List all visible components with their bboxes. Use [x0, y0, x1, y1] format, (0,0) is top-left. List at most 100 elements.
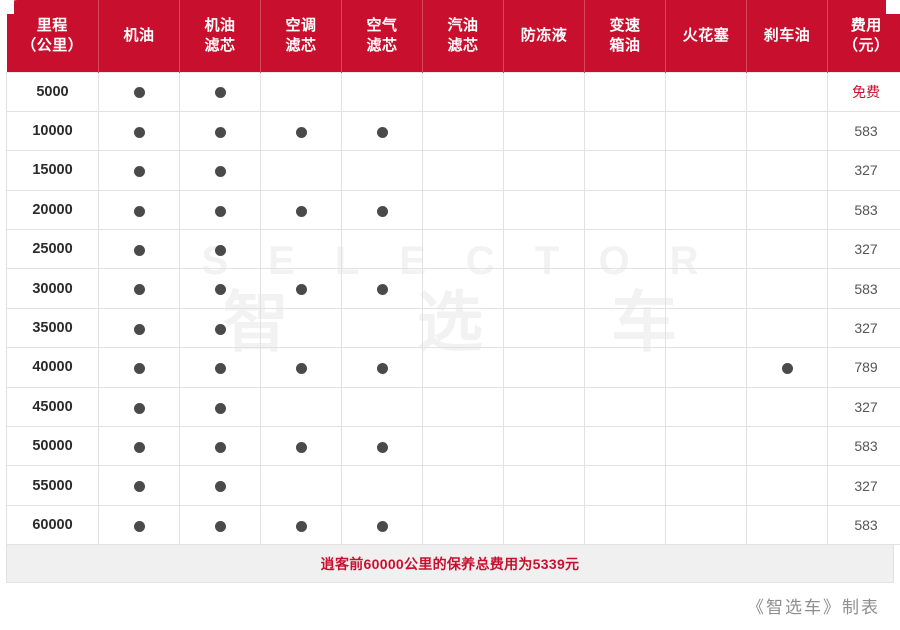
- cell-gearbox_oil: [584, 308, 666, 349]
- table-row: 45000 327: [6, 387, 900, 428]
- column-header-line2: 滤芯: [204, 36, 236, 54]
- cell-ac_filter: [260, 268, 342, 309]
- cell-mileage: 25000: [6, 229, 99, 270]
- cell-brake_fluid: [746, 347, 828, 388]
- service-dot-icon: [133, 402, 145, 414]
- table-row: 55000 327: [6, 465, 900, 506]
- cell-brake_fluid: [746, 308, 828, 349]
- cell-engine_oil: [98, 190, 180, 231]
- service-dot-icon: [214, 402, 226, 414]
- cell-mileage: 5000: [6, 71, 99, 112]
- cell-fuel_filter: [422, 465, 504, 506]
- cell-spark_plug: [665, 71, 747, 112]
- cell-fuel_filter: [422, 347, 504, 388]
- cell-fuel_filter: [422, 150, 504, 191]
- cell-spark_plug: [665, 347, 747, 388]
- cell-mileage: 20000: [6, 190, 99, 231]
- cell-cost: 583: [827, 111, 900, 152]
- service-dot-icon: [376, 205, 388, 217]
- cell-engine_oil: [98, 268, 180, 309]
- column-header-line1: 费用: [850, 16, 882, 34]
- service-dot-icon: [295, 284, 307, 296]
- cell-mileage: 10000: [6, 111, 99, 152]
- cell-ac_filter: [260, 465, 342, 506]
- cell-cost: 327: [827, 387, 900, 428]
- cell-brake_fluid: [746, 71, 828, 112]
- cell-coolant: [503, 426, 585, 467]
- service-dot-icon: [214, 442, 226, 453]
- cell-engine_oil: [98, 308, 180, 349]
- service-dot-icon: [214, 520, 226, 532]
- cell-fuel_filter: [422, 111, 504, 152]
- cell-air_filter: [341, 190, 423, 231]
- service-dot-icon: [376, 363, 388, 375]
- service-dot-icon: [781, 363, 793, 375]
- column-header-line1: 变速: [609, 16, 641, 34]
- service-dot-icon: [133, 205, 145, 217]
- cell-air_filter: [341, 308, 423, 349]
- cell-engine_oil: [98, 505, 180, 546]
- cell-ac_filter: [260, 150, 342, 191]
- service-dot-icon: [214, 166, 226, 178]
- cell-oil_filter: [179, 347, 261, 388]
- cell-ac_filter: [260, 347, 342, 388]
- table-container: 里程 （公里） 机油 机油 滤芯 空调 滤芯 空气 滤芯 汽油 滤芯 防冻液 变速 箱油 火花塞 刹车油 费用（…: [6, 0, 900, 546]
- column-header-line2: （公里）: [21, 36, 84, 54]
- cell-cost: 免费: [827, 71, 900, 112]
- cell-brake_fluid: [746, 190, 828, 231]
- service-dot-icon: [133, 520, 145, 532]
- cell-mileage: 45000: [6, 387, 99, 428]
- cell-ac_filter: [260, 229, 342, 270]
- cell-oil_filter: [179, 268, 261, 309]
- cell-coolant: [503, 268, 585, 309]
- cell-spark_plug: [665, 111, 747, 152]
- service-dot-icon: [295, 363, 307, 375]
- column-header-oil_filter: 机油 滤芯: [179, 0, 261, 72]
- cell-coolant: [503, 465, 585, 506]
- cell-ac_filter: [260, 111, 342, 152]
- credit-text: 《智选车》制表: [747, 597, 880, 617]
- cell-brake_fluid: [746, 229, 828, 270]
- cell-cost: 789: [827, 347, 900, 388]
- cell-spark_plug: [665, 505, 747, 546]
- column-header-line1: 空调: [285, 16, 317, 34]
- column-header-mileage: 里程 （公里）: [6, 0, 99, 72]
- cell-ac_filter: [260, 71, 342, 112]
- cell-oil_filter: [179, 426, 261, 467]
- service-dot-icon: [295, 442, 307, 453]
- cell-oil_filter: [179, 387, 261, 428]
- cell-coolant: [503, 505, 585, 546]
- cell-mileage: 55000: [6, 465, 99, 506]
- column-header-line1: 汽油: [447, 16, 479, 34]
- service-dot-icon: [133, 166, 145, 178]
- cell-air_filter: [341, 426, 423, 467]
- cell-spark_plug: [665, 268, 747, 309]
- cell-cost: 583: [827, 505, 900, 546]
- cell-engine_oil: [98, 347, 180, 388]
- column-header-coolant: 防冻液: [503, 0, 585, 72]
- total-cost-text: 逍客前60000公里的保养总费用为5339元: [320, 555, 580, 572]
- column-header-engine_oil: 机油: [98, 0, 180, 72]
- cell-fuel_filter: [422, 268, 504, 309]
- cell-coolant: [503, 229, 585, 270]
- service-dot-icon: [133, 323, 145, 335]
- cell-gearbox_oil: [584, 268, 666, 309]
- cell-cost: 583: [827, 268, 900, 309]
- service-dot-icon: [214, 245, 226, 257]
- cell-gearbox_oil: [584, 505, 666, 546]
- cell-ac_filter: [260, 426, 342, 467]
- cell-gearbox_oil: [584, 229, 666, 270]
- cell-oil_filter: [179, 308, 261, 349]
- service-dot-icon: [133, 363, 145, 375]
- cell-spark_plug: [665, 150, 747, 191]
- service-dot-icon: [214, 284, 226, 296]
- column-header-brake_fluid: 刹车油: [746, 0, 828, 72]
- cell-spark_plug: [665, 308, 747, 349]
- cell-brake_fluid: [746, 426, 828, 467]
- cell-oil_filter: [179, 71, 261, 112]
- total-cost-banner: 逍客前60000公里的保养总费用为5339元: [6, 545, 894, 584]
- header-row: 里程 （公里） 机油 机油 滤芯 空调 滤芯 空气 滤芯 汽油 滤芯 防冻液 变速 箱油 火花塞 刹车油 费用（…: [6, 0, 900, 72]
- column-header-fuel_filter: 汽油 滤芯: [422, 0, 504, 72]
- cell-gearbox_oil: [584, 465, 666, 506]
- cell-spark_plug: [665, 465, 747, 506]
